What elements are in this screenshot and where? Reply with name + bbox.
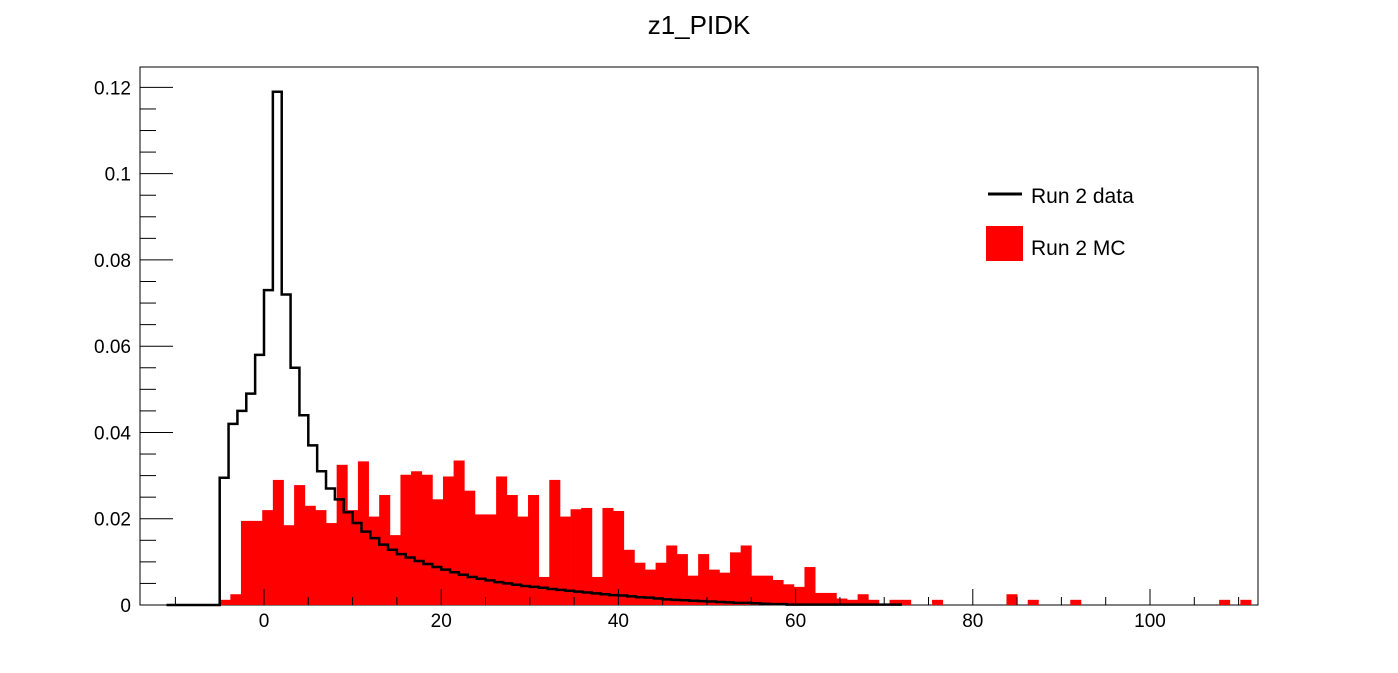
mc-bar xyxy=(623,549,635,605)
mc-bar xyxy=(634,562,646,605)
mc-bar xyxy=(687,575,699,605)
x-tick-label: 100 xyxy=(1134,611,1166,632)
mc-bar xyxy=(347,510,359,605)
mc-bar xyxy=(1006,594,1018,605)
mc-bar xyxy=(485,514,497,605)
y-tick-label: 0.1 xyxy=(105,165,131,186)
mc-bar xyxy=(740,545,752,605)
mc-bar xyxy=(528,495,540,605)
mc-bar xyxy=(368,516,380,605)
mc-bar xyxy=(272,479,284,605)
x-tick-label: 20 xyxy=(431,611,452,632)
mc-bar xyxy=(442,476,454,605)
mc-bar xyxy=(315,510,327,605)
legend-fill-swatch-mc xyxy=(986,226,1023,261)
y-tick-label: 0.04 xyxy=(94,423,131,444)
mc-bar xyxy=(644,569,657,605)
mc-bar xyxy=(496,476,508,605)
data-histogram-line xyxy=(166,90,902,607)
mc-bar xyxy=(666,545,678,605)
mc-bar xyxy=(772,579,784,605)
mc-histogram-bars xyxy=(219,460,1252,605)
mc-bar xyxy=(602,507,614,605)
mc-bar xyxy=(559,516,571,605)
mc-bar xyxy=(836,598,848,605)
legend-label-mc: Run 2 MC xyxy=(1031,237,1126,260)
mc-bar xyxy=(804,567,816,605)
legend: Run 2 data Run 2 MC xyxy=(986,185,1134,261)
legend-label-data: Run 2 data xyxy=(1031,185,1134,208)
mc-bar xyxy=(1240,599,1252,605)
mc-bar xyxy=(336,464,348,605)
y-axis: 0 0.02 0.04 0.06 0.08 0.1 0.12 xyxy=(94,78,173,617)
x-tick-label: 40 xyxy=(608,611,629,632)
mc-bar xyxy=(793,586,805,605)
chart-title: z1_PIDK xyxy=(648,10,751,40)
y-tick-label: 0.08 xyxy=(94,251,131,272)
mc-bar xyxy=(262,510,274,605)
mc-bar xyxy=(421,474,433,605)
mc-bar xyxy=(581,507,593,605)
mc-bar xyxy=(230,594,242,605)
mc-bar xyxy=(676,554,688,605)
mc-bar xyxy=(889,599,901,605)
mc-bar xyxy=(815,592,827,605)
mc-bar xyxy=(1219,599,1231,605)
mc-bar xyxy=(932,599,944,605)
mc-bar xyxy=(294,485,306,605)
mc-bar xyxy=(751,575,763,605)
mc-bar xyxy=(357,461,369,605)
mc-bar xyxy=(379,495,391,605)
mc-bar xyxy=(613,510,625,605)
mc-bar xyxy=(432,499,444,605)
mc-bar xyxy=(283,525,295,605)
mc-bar xyxy=(761,575,773,605)
y-tick-label: 0.02 xyxy=(94,510,131,531)
x-tick-label: 60 xyxy=(785,611,806,632)
mc-bar xyxy=(1070,599,1082,605)
mc-bar xyxy=(453,460,465,605)
mc-bar xyxy=(517,516,529,605)
mc-bar xyxy=(655,562,667,605)
y-tick-label: 0.06 xyxy=(94,337,131,358)
mc-bar xyxy=(474,514,486,605)
mc-bar xyxy=(464,490,476,605)
mc-bar xyxy=(591,576,603,605)
y-tick-label: 0 xyxy=(120,596,131,617)
mc-bar xyxy=(1027,599,1039,605)
mc-bar xyxy=(846,599,859,605)
mc-bar xyxy=(538,576,550,605)
mc-bar xyxy=(900,599,912,605)
mc-bar xyxy=(389,535,401,605)
data-step-line xyxy=(166,90,902,607)
mc-bar xyxy=(219,599,231,605)
mc-bar xyxy=(783,584,795,605)
mc-bar xyxy=(506,495,518,605)
mc-bar xyxy=(868,599,880,605)
mc-bar xyxy=(708,569,720,605)
mc-bar xyxy=(411,471,423,605)
mc-bar xyxy=(304,505,316,605)
mc-bar xyxy=(549,479,561,605)
mc-bar xyxy=(326,523,338,605)
x-tick-label: 80 xyxy=(962,611,983,632)
mc-bar xyxy=(825,592,837,605)
mc-bar xyxy=(698,554,710,605)
mc-bar xyxy=(570,509,582,605)
x-tick-label: 0 xyxy=(259,611,270,632)
x-axis: 0 20 40 60 80 100 xyxy=(174,589,1240,632)
mc-bar xyxy=(719,572,731,605)
mc-bar xyxy=(857,594,869,605)
y-tick-label: 0.12 xyxy=(94,78,131,99)
mc-bar xyxy=(251,520,263,605)
mc-bar xyxy=(730,552,742,605)
mc-bar xyxy=(240,520,252,605)
mc-bar xyxy=(400,474,412,605)
